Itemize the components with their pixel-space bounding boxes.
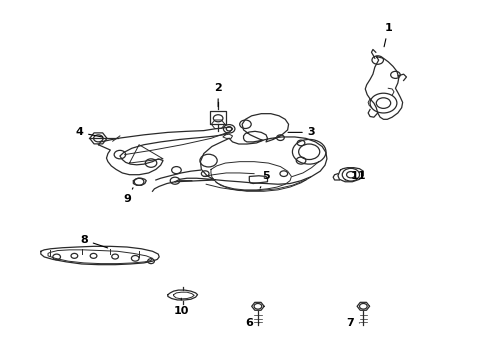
Text: 7: 7 bbox=[346, 318, 359, 328]
Text: 2: 2 bbox=[214, 83, 222, 107]
Text: 5: 5 bbox=[260, 171, 269, 188]
Text: 9: 9 bbox=[123, 188, 133, 204]
Text: 3: 3 bbox=[287, 127, 315, 138]
Text: 1: 1 bbox=[383, 23, 391, 47]
Text: 8: 8 bbox=[80, 235, 107, 248]
Text: 4: 4 bbox=[75, 127, 102, 138]
Text: 6: 6 bbox=[245, 318, 258, 328]
Text: 10: 10 bbox=[173, 298, 188, 315]
Text: 11: 11 bbox=[345, 171, 366, 181]
